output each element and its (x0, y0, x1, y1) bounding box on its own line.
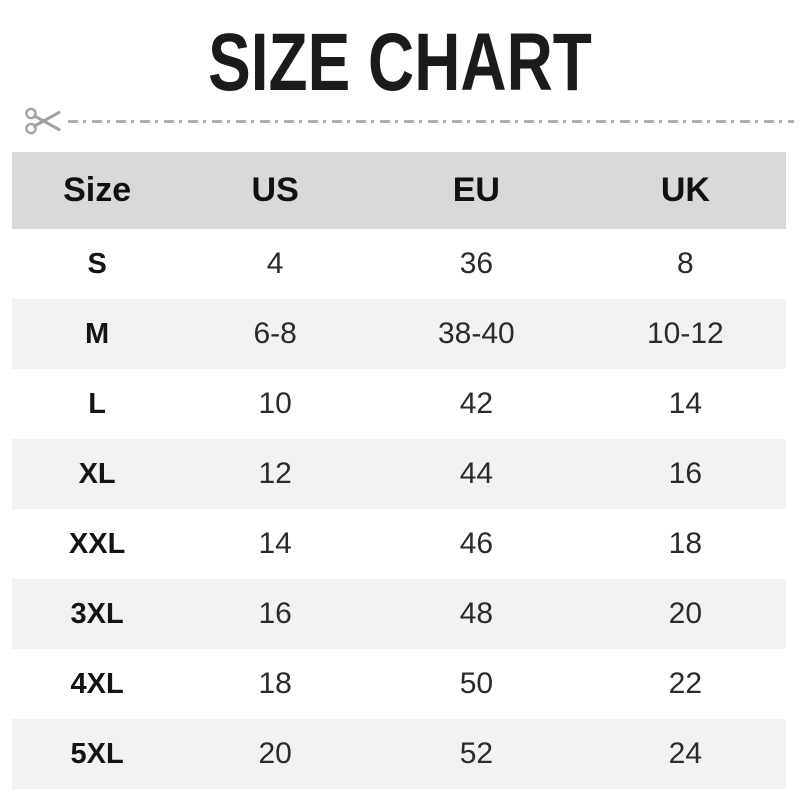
table-row: 3XL 16 48 20 (12, 579, 786, 649)
size-value-us: 12 (258, 457, 292, 490)
size-value-us: 6-8 (253, 317, 297, 350)
size-value-us: 4 (266, 247, 284, 280)
size-value-us: 10 (258, 387, 292, 420)
size-value-us: 16 (258, 597, 292, 630)
size-value-eu: 44 (459, 457, 494, 490)
size-value-uk: 10-12 (647, 317, 724, 350)
table-header-row: Size US EU UK (12, 152, 786, 229)
header-size: Size (63, 171, 132, 209)
table-row: 5XL 20 52 24 (12, 719, 786, 789)
size-label: S (87, 247, 107, 280)
size-value-eu: 52 (459, 737, 494, 770)
size-value-uk: 14 (668, 387, 703, 420)
table-row: M 6-8 38-40 10-12 (12, 299, 786, 369)
size-value-eu: 36 (459, 247, 494, 280)
size-label: 5XL (70, 737, 124, 770)
size-value-uk: 16 (668, 457, 703, 490)
size-value-eu: 46 (459, 527, 494, 560)
size-value-us: 14 (258, 527, 292, 560)
page-title: SIZE CHART (208, 17, 592, 108)
size-value-eu: 48 (459, 597, 494, 630)
dashed-cut-line (68, 119, 794, 123)
size-value-us: 20 (258, 737, 292, 770)
scissors-icon (25, 107, 61, 135)
size-label: M (85, 317, 110, 350)
size-label: XXL (68, 527, 126, 560)
header-us: US (251, 171, 299, 209)
size-value-uk: 20 (668, 597, 703, 630)
size-label: 3XL (70, 597, 124, 630)
size-value-uk: 8 (677, 247, 694, 280)
size-label: XL (78, 457, 116, 490)
header-uk: UK (660, 171, 710, 209)
table-row: XL 12 44 16 (12, 439, 786, 509)
size-table-body: S 4 36 8 M 6-8 38-40 10-12 L 10 42 14 XL 12 44 16 XXL 14 4… (12, 229, 786, 789)
size-label: L (88, 387, 106, 420)
size-value-uk: 24 (668, 737, 703, 770)
header-eu: EU (452, 171, 500, 209)
size-value-us: 18 (258, 667, 292, 700)
size-value-eu: 38-40 (438, 317, 515, 350)
table-row: S 4 36 8 (12, 229, 786, 299)
size-table: Size US EU UK S 4 36 8 M 6-8 38-40 10-12 L 10 42 14… (12, 152, 786, 789)
size-value-uk: 18 (668, 527, 703, 560)
size-label: 4XL (70, 667, 124, 700)
size-value-uk: 22 (668, 667, 703, 700)
table-row: L 10 42 14 (12, 369, 786, 439)
cut-here-line (24, 103, 794, 139)
size-value-eu: 42 (459, 387, 494, 420)
size-value-eu: 50 (459, 667, 494, 700)
table-row: XXL 14 46 18 (12, 509, 786, 579)
table-row: 4XL 18 50 22 (12, 649, 786, 719)
